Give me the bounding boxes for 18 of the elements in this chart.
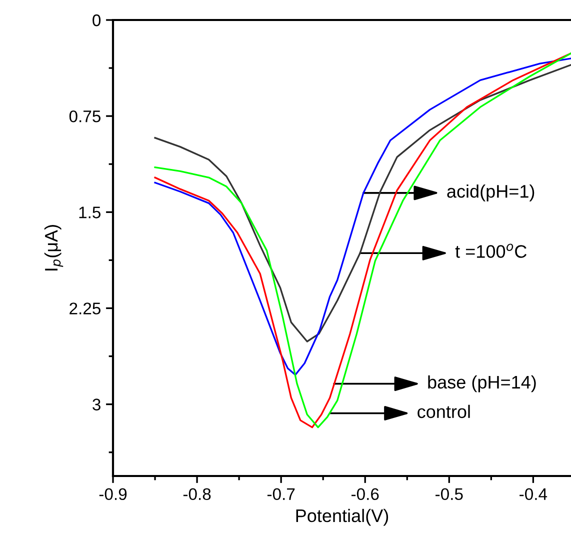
x-tick-label: -0.8 [183,488,211,500]
annotation: control [418,404,470,418]
annotation: t =100$^{o}$C [455,244,527,258]
annotation: base (pH=14) [428,375,536,392]
y-tick-label: 3 [92,398,100,410]
x-tick-label: -0.6 [351,488,379,500]
y-tick-label: 1.5 [79,206,100,218]
line-series [154,52,571,428]
x-tick-label: -0.5 [436,488,463,500]
annotation: acid(pH=1) [447,184,534,202]
y-axis-title: I$_{p}$(μA) [44,225,64,270]
y-tick-label: 2.25 [70,302,100,314]
x-tick-label: -0.4 [520,488,548,500]
x-tick-label: -0.7 [267,488,295,500]
y-tick-label: 0 [92,14,101,26]
x-tick-label: -0.9 [99,488,127,500]
y-tick-label: 0.75 [69,110,100,122]
x-axis-title: Potential(V) [296,508,388,526]
